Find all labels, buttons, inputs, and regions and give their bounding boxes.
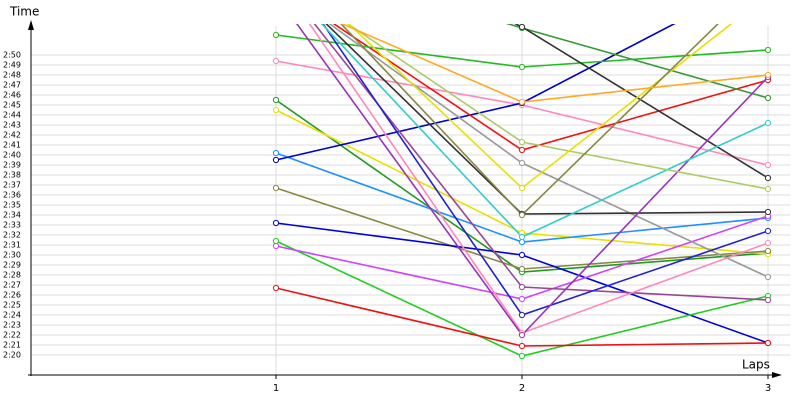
- y-tick-label: 2:32: [3, 231, 21, 240]
- grid: [31, 26, 790, 375]
- y-tick-label: 2:29: [3, 261, 21, 270]
- y-tick-label: 2:42: [3, 131, 21, 140]
- data-point: [518, 238, 526, 246]
- y-tick-label: 2:37: [3, 181, 21, 190]
- y-tick-label: 2:35: [3, 201, 21, 210]
- y-tick-label: 2:49: [3, 61, 21, 70]
- y-tick-label: 2:48: [3, 71, 21, 80]
- y-tick-label: 2:50: [3, 51, 21, 60]
- y-tick-label: 2:34: [3, 211, 21, 220]
- data-point: [272, 242, 280, 250]
- data-point: [272, 237, 280, 245]
- y-tick-label: 2:23: [3, 321, 21, 330]
- data-point: [272, 219, 280, 227]
- y-tick-label: 2:26: [3, 291, 21, 300]
- data-point: [518, 63, 526, 71]
- x-tick-label: 2: [519, 383, 525, 394]
- y-tick-label: 2:22: [3, 331, 21, 340]
- data-point: [764, 339, 772, 347]
- data-point: [518, 233, 526, 241]
- data-point: [764, 119, 772, 127]
- data-point: [518, 352, 526, 360]
- data-point: [518, 98, 526, 106]
- series-layer: [272, 24, 772, 360]
- data-point: [518, 251, 526, 259]
- data-point: [272, 106, 280, 114]
- y-tick-label: 2:41: [3, 141, 21, 150]
- data-point: [764, 94, 772, 102]
- y-tick-label: 2:44: [3, 111, 21, 120]
- y-tick-label: 2:33: [3, 221, 21, 230]
- data-point: [764, 239, 772, 247]
- y-axis-label: Time: [9, 5, 39, 19]
- data-point: [518, 283, 526, 291]
- data-point: [518, 184, 526, 192]
- y-tick-label: 2:47: [3, 81, 21, 90]
- data-point: [518, 24, 526, 31]
- x-axis-label: Laps: [742, 358, 770, 372]
- data-point: [272, 284, 280, 292]
- tick-labels: 2:202:212:222:232:242:252:262:272:282:29…: [3, 51, 771, 395]
- data-point: [764, 273, 772, 281]
- data-point: [518, 211, 526, 219]
- data-point: [272, 184, 280, 192]
- data-point: [764, 185, 772, 193]
- y-tick-label: 2:46: [3, 91, 21, 100]
- y-tick-label: 2:24: [3, 311, 21, 320]
- data-point: [272, 57, 280, 65]
- y-tick-label: 2:27: [3, 281, 21, 290]
- data-point: [764, 161, 772, 169]
- data-point: [764, 247, 772, 255]
- y-tick-label: 2:40: [3, 151, 21, 160]
- y-tick-label: 2:25: [3, 301, 21, 310]
- y-tick-label: 2:21: [3, 341, 21, 350]
- data-point: [518, 159, 526, 167]
- y-tick-label: 2:20: [3, 351, 21, 360]
- data-point: [764, 227, 772, 235]
- data-point: [518, 146, 526, 154]
- x-tick-label: 1: [273, 383, 279, 394]
- data-point: [764, 296, 772, 304]
- data-point: [518, 331, 526, 339]
- data-point: [272, 156, 280, 164]
- y-tick-label: 2:36: [3, 191, 21, 200]
- data-point: [764, 174, 772, 182]
- y-tick-label: 2:43: [3, 121, 21, 130]
- x-axis-arrow: [772, 372, 782, 378]
- data-point: [272, 149, 280, 157]
- y-tick-label: 2:38: [3, 171, 21, 180]
- data-point: [764, 71, 772, 79]
- data-point: [764, 46, 772, 54]
- y-tick-label: 2:28: [3, 271, 21, 280]
- data-point: [518, 138, 526, 146]
- data-point: [272, 96, 280, 104]
- data-point: [518, 311, 526, 319]
- data-point: [518, 295, 526, 303]
- y-tick-label: 2:45: [3, 101, 21, 110]
- data-point: [518, 342, 526, 350]
- data-point: [764, 208, 772, 216]
- y-tick-label: 2:39: [3, 161, 21, 170]
- data-point: [518, 265, 526, 273]
- y-axis-arrow: [28, 20, 34, 30]
- y-tick-label: 2:31: [3, 241, 21, 250]
- x-tick-label: 3: [765, 383, 771, 394]
- data-point: [272, 31, 280, 39]
- y-tick-label: 2:30: [3, 251, 21, 260]
